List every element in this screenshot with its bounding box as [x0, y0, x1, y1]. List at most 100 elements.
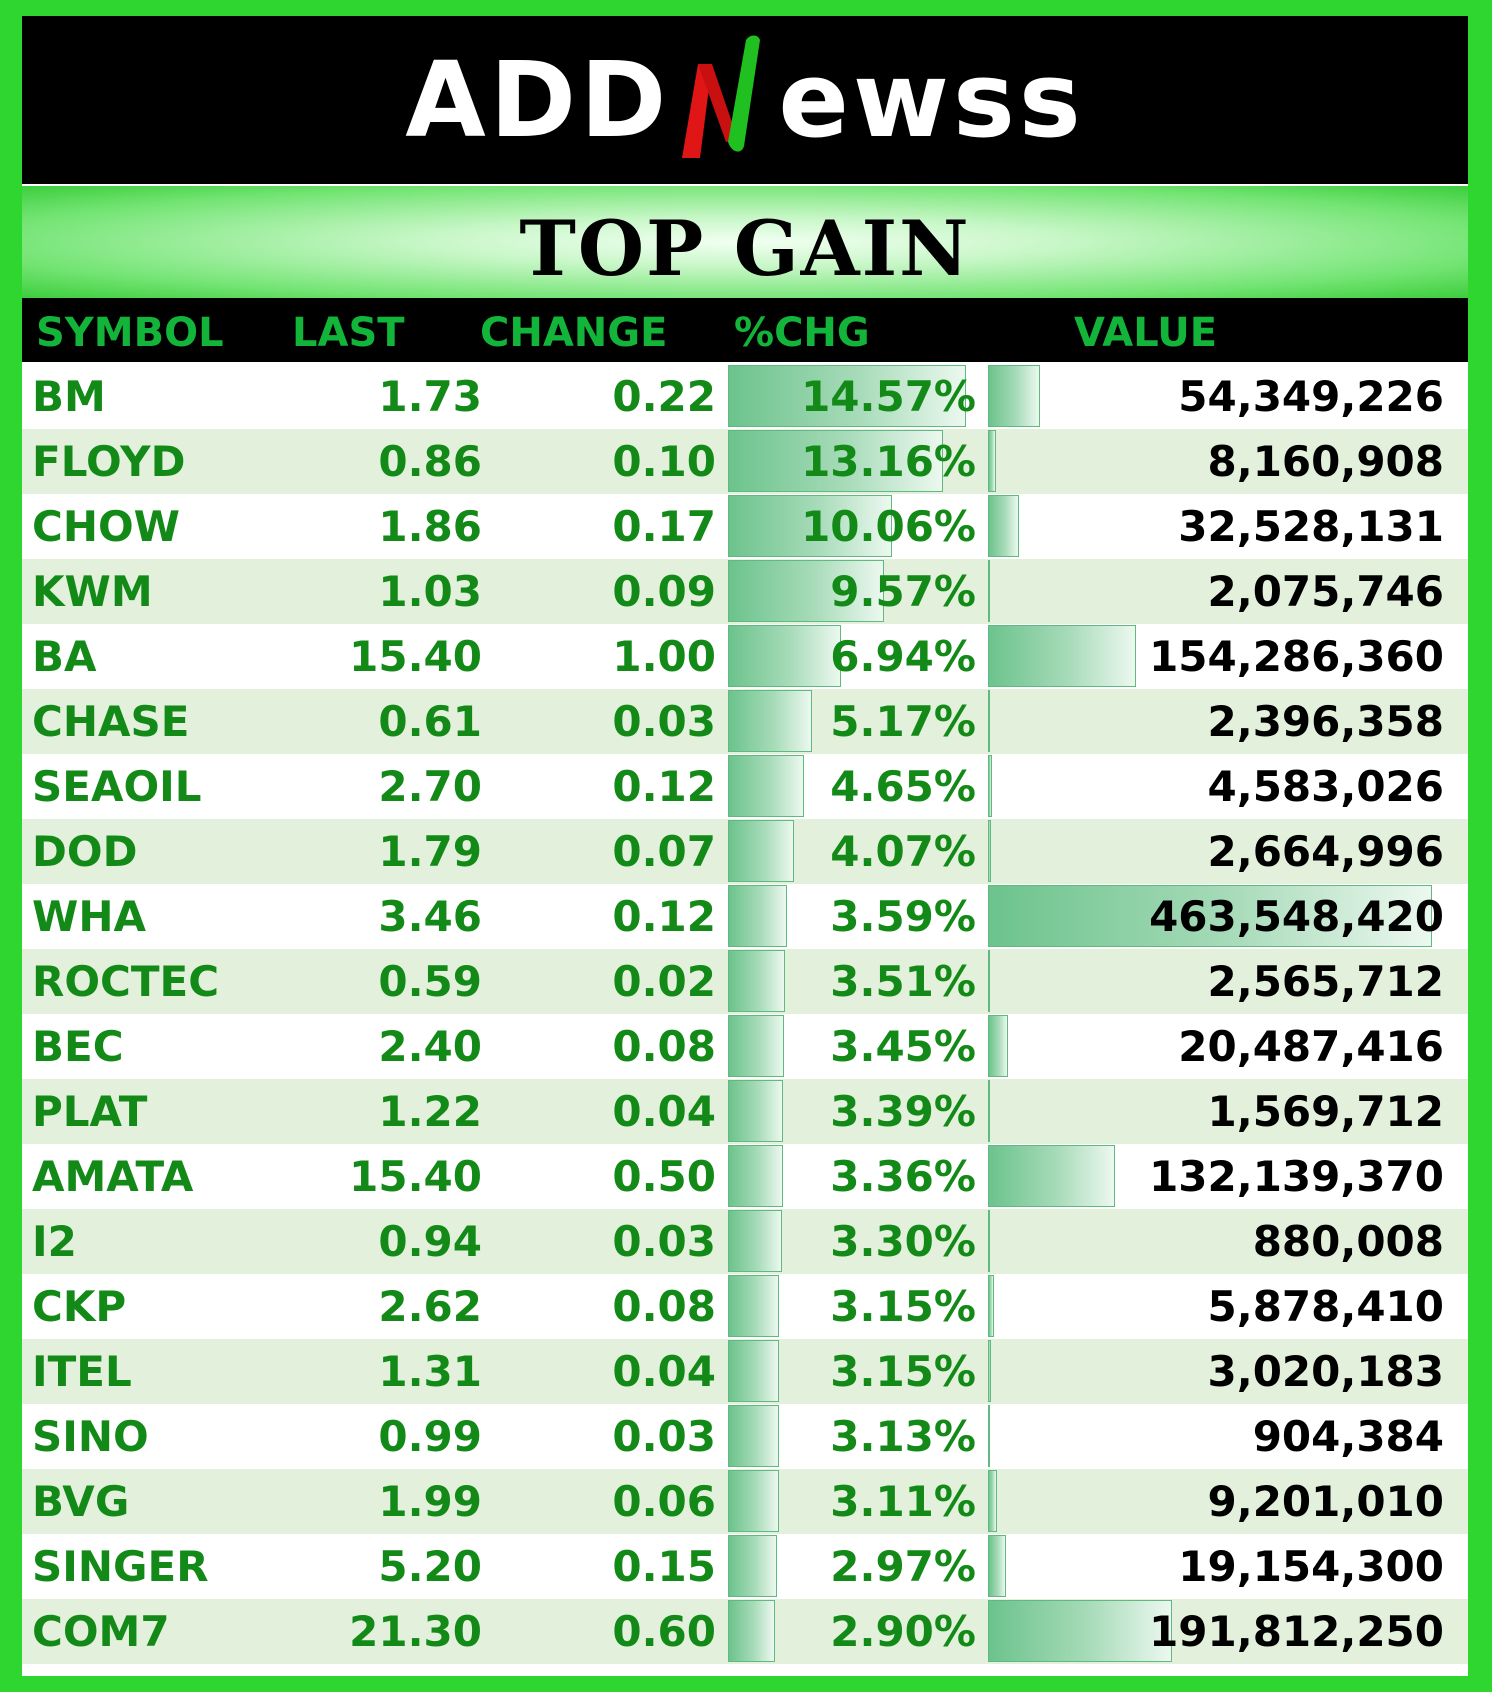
cell-last: 1.03 — [378, 567, 482, 616]
cell-value: 20,487,416 — [1178, 1022, 1444, 1071]
cell-value: 4,583,026 — [1207, 762, 1444, 811]
cell-change: 0.12 — [612, 762, 716, 811]
cell-symbol: PLAT — [32, 1087, 148, 1136]
cell-last: 21.30 — [349, 1607, 482, 1656]
value-bar — [988, 690, 990, 752]
pct-bar — [728, 1210, 782, 1272]
value-bar — [988, 1145, 1115, 1207]
cell-pct: 3.15% — [830, 1282, 976, 1331]
table-row: ITEL 1.31 0.04 3.15% 3,020,183 — [22, 1339, 1468, 1404]
value-bar — [988, 885, 1432, 947]
cell-change: 0.08 — [612, 1022, 716, 1071]
table-row: BVG 1.99 0.06 3.11% 9,201,010 — [22, 1469, 1468, 1534]
cell-symbol: BEC — [32, 1022, 124, 1071]
pct-bar — [728, 690, 812, 752]
cell-last: 15.40 — [349, 1152, 482, 1201]
table-row: WHA 3.46 0.12 3.59% 463,548,420 — [22, 884, 1468, 949]
cell-pct: 3.51% — [830, 957, 976, 1006]
cell-last: 2.70 — [378, 762, 482, 811]
cell-value: 1,569,712 — [1207, 1087, 1444, 1136]
value-bar — [988, 625, 1136, 687]
value-bar — [988, 1080, 990, 1142]
n-swoosh-icon — [682, 35, 761, 158]
cell-pct: 4.65% — [830, 762, 976, 811]
cell-last: 1.31 — [378, 1347, 482, 1396]
pct-bar — [728, 1535, 777, 1597]
cell-change: 0.04 — [612, 1087, 716, 1136]
pct-bar — [728, 560, 884, 622]
cell-last: 1.99 — [378, 1477, 482, 1526]
pct-bar — [728, 1470, 779, 1532]
cell-last: 0.61 — [378, 697, 482, 746]
cell-last: 1.79 — [378, 827, 482, 876]
value-bar — [988, 1210, 990, 1272]
pct-bar — [728, 1405, 779, 1467]
table-row: DOD 1.79 0.07 4.07% 2,664,996 — [22, 819, 1468, 884]
cell-value: 54,349,226 — [1178, 372, 1444, 421]
cell-pct: 4.07% — [830, 827, 976, 876]
cell-symbol: I2 — [32, 1217, 77, 1266]
header-symbol: SYMBOL — [36, 310, 224, 356]
cell-pct: 13.16% — [801, 437, 976, 486]
cell-pct: 2.97% — [830, 1542, 976, 1591]
cell-pct: 3.11% — [830, 1477, 976, 1526]
cell-last: 1.73 — [378, 372, 482, 421]
pct-bar — [728, 1080, 783, 1142]
cell-symbol: WHA — [32, 892, 146, 941]
value-bar — [988, 495, 1019, 557]
cell-value: 463,548,420 — [1149, 892, 1444, 941]
pct-bar — [728, 1340, 779, 1402]
cell-symbol: FLOYD — [32, 437, 186, 486]
header-last: LAST — [292, 310, 405, 356]
cell-change: 0.50 — [612, 1152, 716, 1201]
value-bar — [988, 1015, 1008, 1077]
cell-symbol: SINGER — [32, 1542, 209, 1591]
cell-value: 132,139,370 — [1149, 1152, 1444, 1201]
cell-value: 904,384 — [1252, 1412, 1444, 1461]
cell-last: 0.86 — [378, 437, 482, 486]
value-bar — [988, 1405, 990, 1467]
cell-symbol: CHASE — [32, 697, 190, 746]
table-body: BM 1.73 0.22 14.57% 54,349,226 FLOYD 0.86 0.10 1… — [22, 364, 1468, 1664]
cell-change: 0.06 — [612, 1477, 716, 1526]
cell-symbol: SINO — [32, 1412, 149, 1461]
cell-symbol: DOD — [32, 827, 138, 876]
cell-pct: 3.59% — [830, 892, 976, 941]
pct-bar — [728, 1015, 784, 1077]
cell-pct: 2.90% — [830, 1607, 976, 1656]
table-row: SEAOIL 2.70 0.12 4.65% 4,583,026 — [22, 754, 1468, 819]
cell-pct: 3.45% — [830, 1022, 976, 1071]
table-row: BA 15.40 1.00 6.94% 154,286,360 — [22, 624, 1468, 689]
cell-last: 2.40 — [378, 1022, 482, 1071]
cell-change: 0.02 — [612, 957, 716, 1006]
cell-value: 2,075,746 — [1207, 567, 1444, 616]
pct-bar — [728, 430, 943, 492]
cell-symbol: BA — [32, 632, 97, 681]
page-title: TOP GAIN — [519, 203, 971, 293]
cell-change: 0.04 — [612, 1347, 716, 1396]
value-bar — [988, 1535, 1006, 1597]
cell-value: 5,878,410 — [1207, 1282, 1444, 1331]
cell-change: 0.15 — [612, 1542, 716, 1591]
pct-bar — [728, 625, 841, 687]
table-row: FLOYD 0.86 0.10 13.16% 8,160,908 — [22, 429, 1468, 494]
cell-change: 0.07 — [612, 827, 716, 876]
cell-pct: 3.13% — [830, 1412, 976, 1461]
value-bar — [988, 755, 992, 817]
pct-bar — [728, 1600, 775, 1662]
cell-change: 0.03 — [612, 1217, 716, 1266]
cell-pct: 14.57% — [801, 372, 976, 421]
cell-value: 2,396,358 — [1207, 697, 1444, 746]
cell-last: 0.94 — [378, 1217, 482, 1266]
cell-change: 0.22 — [612, 372, 716, 421]
cell-change: 0.12 — [612, 892, 716, 941]
table-header: SYMBOL LAST CHANGE %CHG VALUE — [22, 298, 1468, 362]
value-bar — [988, 820, 991, 882]
cell-value: 154,286,360 — [1149, 632, 1444, 681]
cell-pct: 5.17% — [830, 697, 976, 746]
table-row: SINGER 5.20 0.15 2.97% 19,154,300 — [22, 1534, 1468, 1599]
cell-pct: 3.15% — [830, 1347, 976, 1396]
cell-symbol: BM — [32, 372, 106, 421]
value-bar — [988, 1340, 991, 1402]
cell-value: 8,160,908 — [1207, 437, 1444, 486]
